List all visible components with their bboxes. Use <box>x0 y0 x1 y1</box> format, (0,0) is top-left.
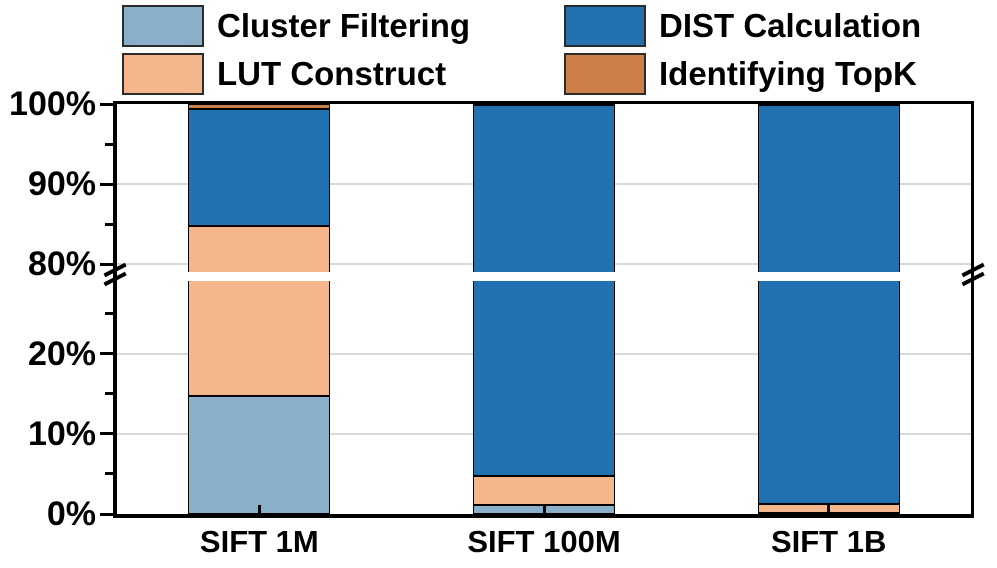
x-tick-sift-100m <box>542 505 546 514</box>
bar-sift-1m <box>188 104 331 514</box>
segment-lut-construct-sift-100m <box>473 476 615 506</box>
y-tick-10 <box>100 432 113 436</box>
legend-swatch-identifying-topk <box>564 53 646 95</box>
y-tick-label-90: 90% <box>27 165 96 204</box>
segment-dist-calculation-sift-1b <box>757 104 900 504</box>
segment-dist-calculation-sift-1m <box>188 108 331 226</box>
y-tick-100 <box>100 102 113 106</box>
legend-label: Identifying TopK <box>659 55 917 92</box>
y-minor-tick-25 <box>105 312 113 315</box>
x-label-sift-100m: SIFT 100M <box>467 524 621 559</box>
legend-label: LUT Construct <box>217 55 447 92</box>
x-tick-sift-1b <box>827 505 831 514</box>
legend-label: Cluster Filtering <box>217 7 471 44</box>
legend-label: DIST Calculation <box>659 7 922 44</box>
axis-break-band <box>117 272 971 282</box>
y-tick-label-80: 80% <box>27 245 96 284</box>
y-minor-tick-85 <box>105 222 113 226</box>
y-minor-tick-95 <box>105 142 113 146</box>
segment-dist-calculation-sift-100m <box>473 104 615 477</box>
x-label-sift-1m: SIFT 1M <box>199 524 319 559</box>
legend-item-identifying-topk: Identifying TopK <box>564 51 917 97</box>
segment-identifying-topk-sift-1b <box>757 102 900 105</box>
segment-cluster-filtering-sift-1m <box>188 396 331 514</box>
y-tick-label-20: 20% <box>27 334 96 373</box>
x-label-sift-1b: SIFT 1B <box>770 524 887 559</box>
legend-item-lut-construct: LUT Construct <box>122 51 446 97</box>
legend-item-cluster-filtering: Cluster Filtering <box>122 3 470 49</box>
y-minor-tick-15 <box>105 392 113 396</box>
plot-area: 0% 10% 20% 80% 90% 100% <box>9 85 985 533</box>
bar-sift-1b <box>757 102 900 514</box>
plot-canvas: 0% 10% 20% 80% 90% 100% <box>9 85 985 533</box>
segment-lut-construct-sift-1m <box>188 225 331 397</box>
y-minor-tick-5 <box>105 472 113 476</box>
y-tick-20 <box>100 352 113 356</box>
y-tick-label-100: 100% <box>9 85 96 123</box>
legend-item-dist-calculation: DIST Calculation <box>564 3 921 49</box>
y-tick-80 <box>100 262 113 266</box>
legend-swatch-lut-construct <box>122 53 204 95</box>
segment-identifying-topk-sift-100m <box>473 102 615 105</box>
y-tick-label-0: 0% <box>46 495 96 533</box>
legend-swatch-dist-calculation <box>564 5 646 47</box>
legend-swatch-cluster-filtering <box>122 5 204 47</box>
x-tick-sift-1m <box>257 505 261 514</box>
y-tick-0 <box>100 512 113 516</box>
segment-identifying-topk-sift-1m <box>188 104 331 109</box>
y-tick-label-10: 10% <box>27 414 96 453</box>
bar-sift-100m <box>473 102 615 514</box>
y-tick-90 <box>100 182 113 186</box>
